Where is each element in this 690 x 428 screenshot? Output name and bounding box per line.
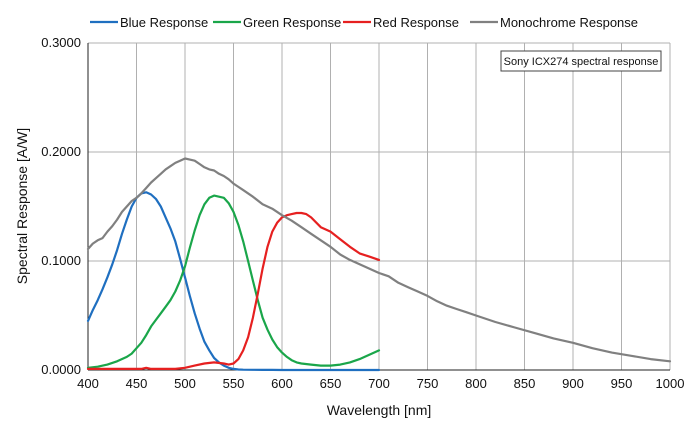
legend[interactable]: Blue Response Green Response Red Response M… xyxy=(90,15,638,30)
legend-item-monochrome-response[interactable]: Monochrome Response xyxy=(470,15,638,30)
legend-item-blue-response[interactable]: Blue Response xyxy=(90,15,208,30)
y-tick-label: 0.2000 xyxy=(41,144,81,159)
legend-label: Red Response xyxy=(373,15,459,30)
x-tick-label: 450 xyxy=(126,376,148,391)
x-tick-label: 600 xyxy=(271,376,293,391)
x-tick-label: 400 xyxy=(77,376,99,391)
gridlines xyxy=(88,42,671,370)
legend-label: Green Response xyxy=(243,15,341,30)
legend-item-green-response[interactable]: Green Response xyxy=(213,15,341,30)
x-axis-title: Wavelength [nm] xyxy=(327,402,432,418)
y-axis-title: Spectral Response [A/W] xyxy=(14,128,30,284)
x-tick-label: 650 xyxy=(320,376,342,391)
x-tick-label: 900 xyxy=(562,376,584,391)
series-line-red-response xyxy=(86,211,381,370)
legend-label: Monochrome Response xyxy=(500,15,638,30)
x-tick-label: 950 xyxy=(611,376,633,391)
legend-label: Blue Response xyxy=(120,15,208,30)
legend-item-red-response[interactable]: Red Response xyxy=(343,15,459,30)
x-tick-labels: 400 450 500 550 600 650 700 750 800 850 900 950 1000 xyxy=(77,376,684,391)
y-tick-labels: 0.0000 0.1000 0.2000 0.3000 xyxy=(41,35,81,377)
annotation-frame xyxy=(500,50,662,72)
y-tick-label: 0.1000 xyxy=(41,253,81,268)
series-line-green-response xyxy=(86,194,381,369)
x-tick-label: 500 xyxy=(174,376,196,391)
series-line-monochrome-response xyxy=(86,157,672,363)
y-tick-label: 0.3000 xyxy=(41,35,81,50)
x-tick-label: 550 xyxy=(223,376,245,391)
x-tick-label: 800 xyxy=(465,376,487,391)
x-tick-label: 1000 xyxy=(656,376,685,391)
x-tick-label: 750 xyxy=(417,376,439,391)
x-tick-label: 700 xyxy=(368,376,390,391)
annotation-text: Sony ICX274 spectral response xyxy=(504,56,659,68)
annotation-box: Sony ICX274 spectral response xyxy=(500,50,662,72)
data-series xyxy=(86,157,672,372)
series-line-blue-response xyxy=(86,191,381,372)
y-tick-label: 0.0000 xyxy=(41,362,81,377)
x-tick-label: 850 xyxy=(514,376,536,391)
